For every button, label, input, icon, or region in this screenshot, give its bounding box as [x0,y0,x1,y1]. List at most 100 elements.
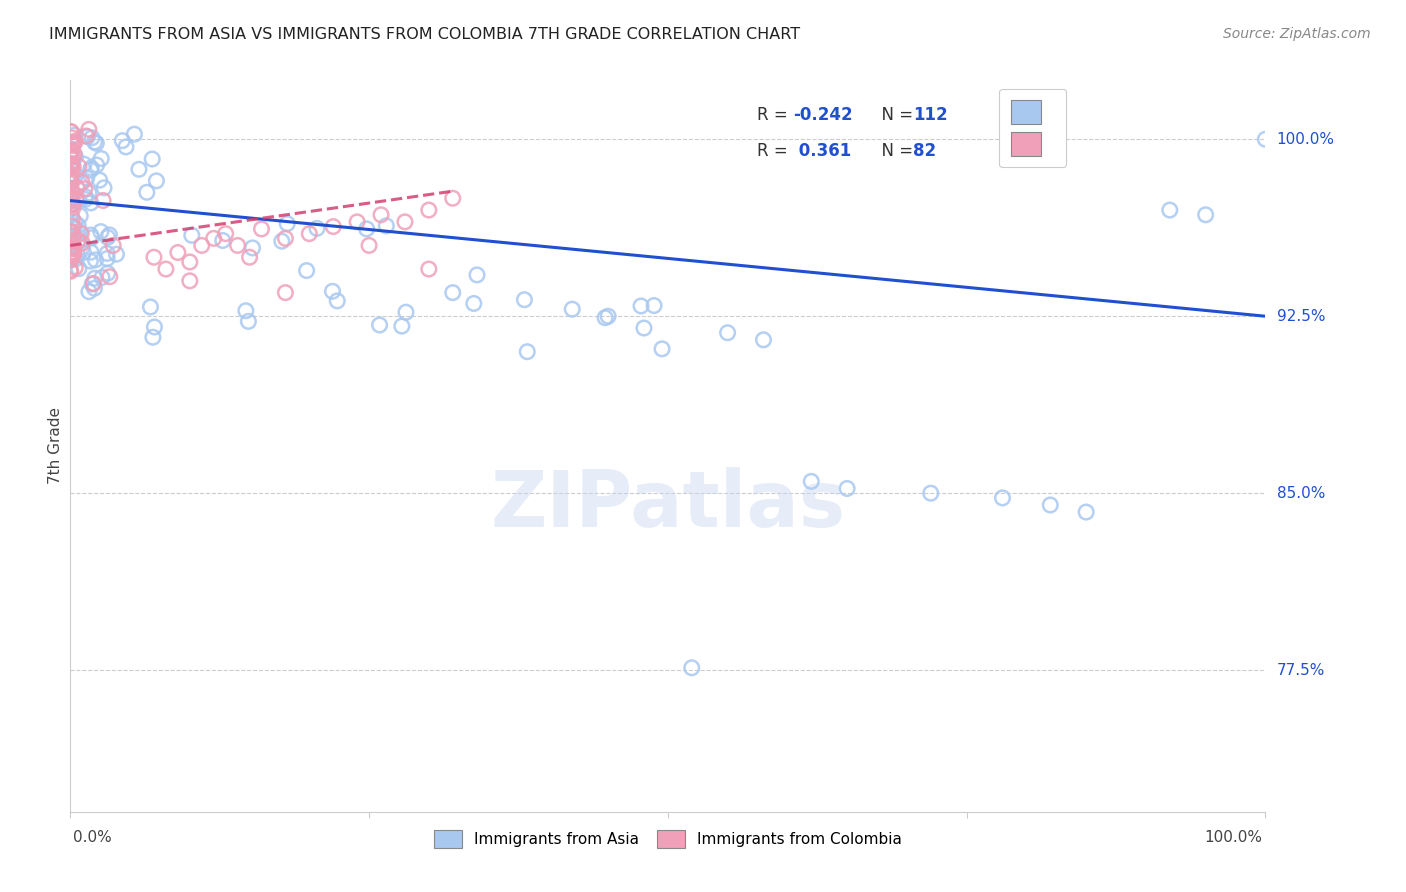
Point [59,224,82,238]
Point [391,319,413,334]
Point [80,196,103,211]
Point [60,174,83,188]
Text: 100.0%: 100.0% [1205,830,1263,846]
Point [59,172,82,186]
Point [62,228,84,243]
Point [63,147,86,161]
Point [346,215,368,229]
Point [418,262,440,277]
Point [394,215,416,229]
Point [60,144,83,158]
Point [62,138,84,153]
Point [62,248,84,262]
Point [441,285,464,300]
Point [59,262,82,277]
Point [60,245,83,260]
Point [465,268,488,282]
Text: 0.361: 0.361 [793,143,852,161]
Point [211,234,233,248]
Text: 77.5%: 77.5% [1277,663,1324,678]
Point [295,263,318,277]
Point [59,124,82,138]
Point [60,160,83,174]
Point [63,250,86,264]
Point [1254,132,1277,146]
Point [83,271,105,285]
Point [59,225,82,239]
Point [60,157,83,171]
Point [73,157,96,171]
Legend: Immigrants from Asia, Immigrants from Colombia: Immigrants from Asia, Immigrants from Co… [426,822,910,855]
Point [63,221,86,235]
Point [370,208,392,222]
Point [59,145,82,159]
Point [80,130,103,145]
Point [681,661,703,675]
Point [62,150,84,164]
Point [463,296,485,310]
Point [90,225,112,239]
Text: ZIPatlas: ZIPatlas [491,467,845,542]
Point [630,299,652,313]
Point [191,238,214,252]
Point [98,227,121,242]
Point [59,264,82,278]
Point [643,299,665,313]
Point [91,194,114,208]
Point [90,152,112,166]
Point [235,303,257,318]
Point [143,250,166,264]
Point [105,247,128,261]
Point [115,140,138,154]
Point [155,262,177,277]
Text: 85.0%: 85.0% [1277,485,1324,500]
Point [59,150,82,164]
Point [179,274,201,288]
Point [135,186,157,200]
Point [80,230,103,244]
Point [717,326,740,340]
Text: Source: ZipAtlas.com: Source: ZipAtlas.com [1223,27,1371,41]
Point [65,260,87,275]
Point [62,136,84,150]
Point [593,310,616,325]
Point [69,177,91,191]
Point [59,177,82,191]
Point [375,219,398,233]
Point [128,162,150,177]
Point [60,231,83,245]
Point [62,197,84,211]
Point [124,127,146,141]
Point [238,314,260,328]
Point [89,173,111,187]
Point [274,285,297,300]
Point [60,208,83,222]
Point [920,486,942,500]
Point [59,156,82,170]
Point [141,152,163,166]
Point [70,227,93,241]
Text: 92.5%: 92.5% [1277,309,1324,324]
Text: -0.242: -0.242 [793,106,853,124]
Point [83,135,105,149]
Point [63,216,86,230]
Point [633,321,655,335]
Point [651,342,673,356]
Point [239,250,262,264]
Point [80,161,103,175]
Point [97,266,120,280]
Point [111,134,134,148]
Point [441,191,464,205]
Point [800,475,823,489]
Point [1195,208,1218,222]
Point [75,190,97,204]
Point [65,134,87,148]
Point [62,219,84,233]
Point [60,157,83,171]
Point [60,125,83,139]
Point [1159,202,1181,217]
Point [242,241,264,255]
Point [276,217,298,231]
Point [76,171,98,186]
Point [60,148,83,162]
